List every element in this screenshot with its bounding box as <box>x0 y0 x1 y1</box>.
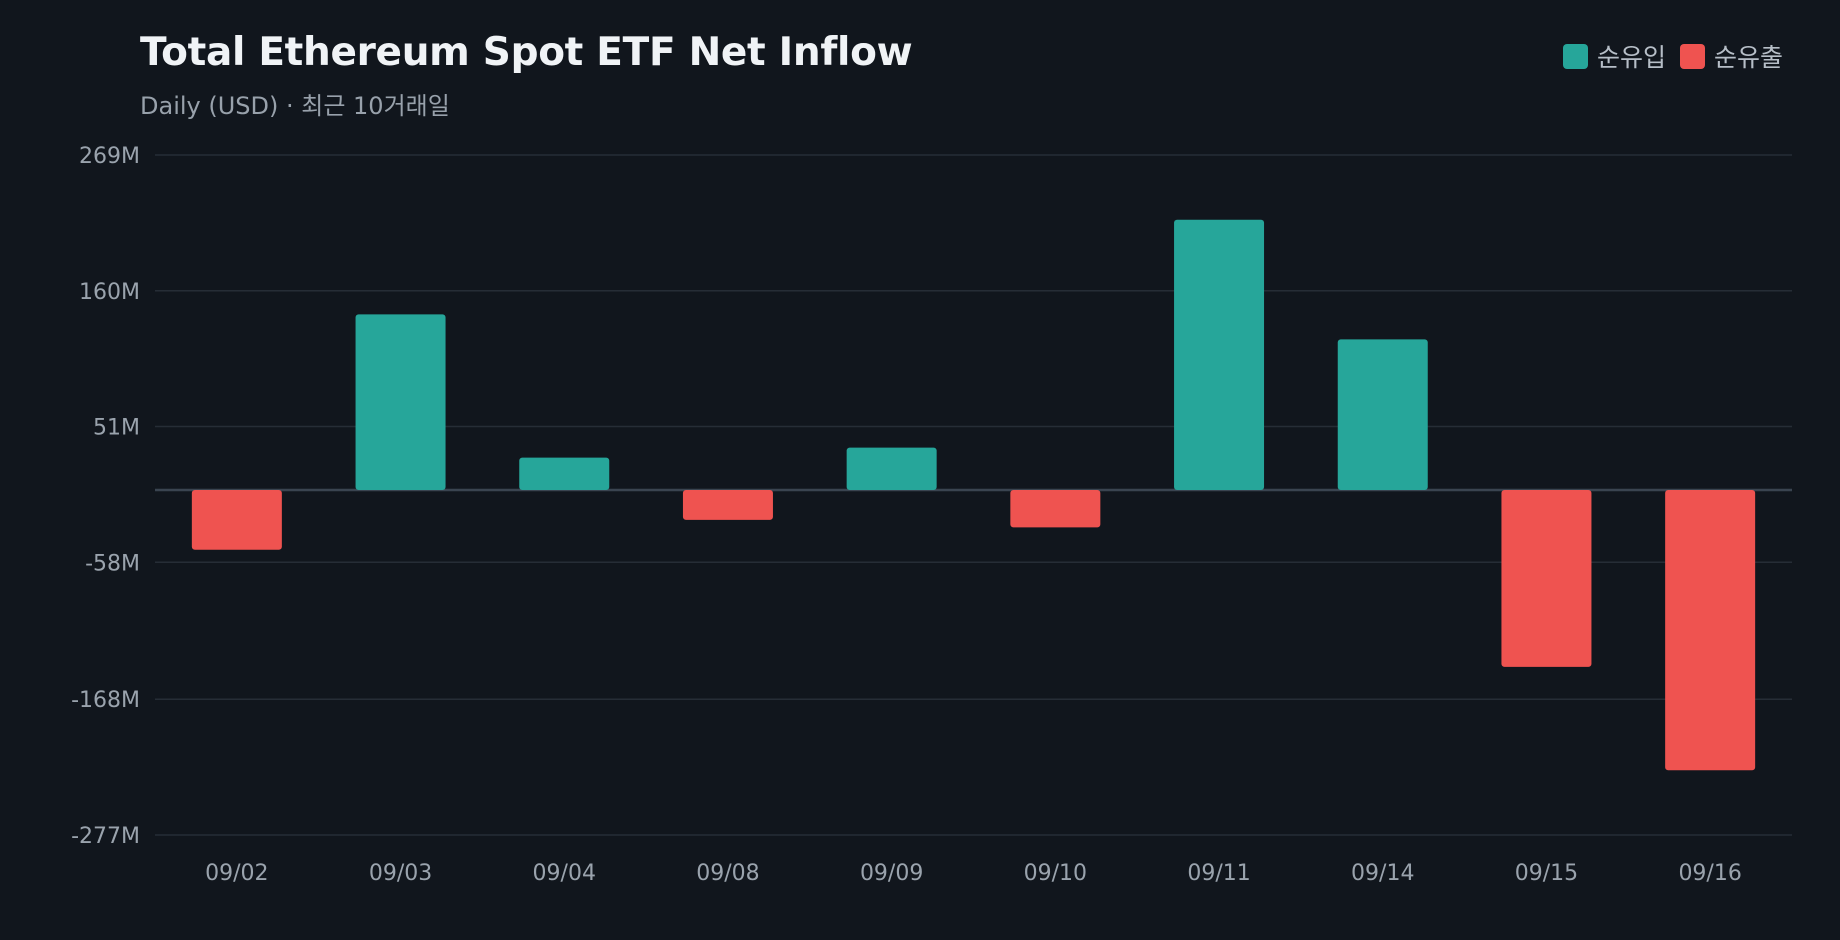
bar-09-16[interactable] <box>1665 490 1756 771</box>
y-tick-label: -277M <box>71 824 140 849</box>
x-tick-label: 09/14 <box>1351 861 1414 886</box>
bar-09-11[interactable] <box>1174 219 1265 491</box>
y-axis-labels: 269M 160M 51M -58M -168M -277M <box>71 144 140 849</box>
bar-layer <box>191 219 1756 771</box>
bar-09-09[interactable] <box>846 447 937 491</box>
legend-label-inflow: 순유입 <box>1596 43 1666 72</box>
x-tick-label: 09/09 <box>860 861 923 886</box>
legend-item-outflow[interactable]: 순유출 <box>1679 38 1783 74</box>
legend-label-outflow: 순유출 <box>1713 43 1783 72</box>
x-tick-label: 09/04 <box>533 861 596 886</box>
bar-09-14[interactable] <box>1337 339 1428 491</box>
chart-subtitle: Daily (USD) · 최근 10거래일 <box>140 92 450 120</box>
y-tick-label: 269M <box>79 144 140 169</box>
x-tick-label: 09/08 <box>696 861 759 886</box>
y-tick-label: 51M <box>93 416 140 441</box>
bar-09-03[interactable] <box>355 314 446 491</box>
y-tick-label: -58M <box>85 551 140 576</box>
bar-09-10[interactable] <box>1010 490 1101 528</box>
chart-title: Total Ethereum Spot ETF Net Inflow <box>140 30 913 75</box>
x-tick-label: 09/11 <box>1187 861 1250 886</box>
legend-item-inflow[interactable]: 순유입 <box>1562 38 1666 74</box>
y-tick-label: -168M <box>71 688 140 713</box>
x-tick-label: 09/16 <box>1678 861 1741 886</box>
y-tick-label: 160M <box>79 280 140 305</box>
bar-09-02[interactable] <box>191 490 282 550</box>
bar-09-04[interactable] <box>519 457 610 491</box>
x-tick-label: 09/03 <box>369 861 432 886</box>
chart-legend: 순유입 순유출 <box>1562 38 1783 74</box>
bar-09-15[interactable] <box>1501 490 1592 667</box>
x-tick-label: 09/10 <box>1024 861 1087 886</box>
legend-swatch-inflow <box>1562 43 1588 69</box>
bar-09-08[interactable] <box>682 490 773 520</box>
x-tick-label: 09/15 <box>1515 861 1578 886</box>
legend-swatch-outflow <box>1679 43 1705 69</box>
x-tick-label: 09/02 <box>205 861 268 886</box>
x-axis-labels: 09/02 09/03 09/04 09/08 09/09 09/10 09/11 09/14… <box>205 861 1742 886</box>
